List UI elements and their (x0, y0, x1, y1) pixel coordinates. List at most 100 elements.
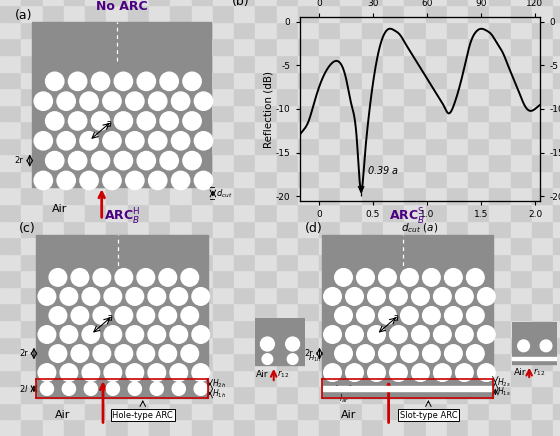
Bar (170, 38, 192, 55)
Bar (21, 337, 43, 353)
Bar (43, 121, 64, 138)
Bar (447, 138, 468, 154)
Bar (468, 254, 489, 270)
Bar (149, 254, 170, 270)
Bar (319, 0, 340, 5)
Circle shape (137, 269, 155, 286)
Bar (447, 5, 468, 22)
Bar (489, 403, 511, 419)
Circle shape (466, 307, 484, 324)
Circle shape (34, 132, 53, 150)
Bar (383, 270, 404, 287)
Bar (298, 204, 319, 221)
Bar (532, 171, 553, 187)
Bar (298, 337, 319, 353)
Bar (426, 237, 447, 254)
Bar (85, 221, 106, 237)
Bar (234, 419, 255, 436)
Bar (319, 254, 340, 270)
Bar (511, 287, 532, 303)
Bar (43, 105, 64, 121)
Bar (21, 287, 43, 303)
Bar (298, 72, 319, 88)
Circle shape (114, 72, 133, 91)
Circle shape (379, 345, 396, 362)
Bar (277, 419, 298, 436)
Bar (64, 171, 85, 187)
Bar (128, 105, 149, 121)
Bar (277, 38, 298, 55)
Circle shape (172, 382, 185, 395)
Bar (149, 0, 170, 5)
Bar (468, 221, 489, 237)
Bar (213, 38, 234, 55)
Bar (340, 221, 362, 237)
Bar (340, 171, 362, 187)
Bar (43, 237, 64, 254)
Text: $H_{1h}$: $H_{1h}$ (212, 387, 226, 400)
Bar (64, 353, 85, 370)
Circle shape (335, 269, 352, 286)
Bar (319, 154, 340, 171)
Bar (234, 303, 255, 320)
Bar (447, 386, 468, 403)
Circle shape (466, 345, 484, 362)
Bar (362, 204, 383, 221)
Bar (21, 138, 43, 154)
Text: $H_{2h}$: $H_{2h}$ (212, 378, 226, 390)
Bar (149, 270, 170, 287)
Circle shape (126, 326, 143, 343)
Bar (362, 138, 383, 154)
Bar (319, 370, 340, 386)
Bar (404, 320, 426, 337)
Bar (532, 154, 553, 171)
Bar (149, 221, 170, 237)
Bar (0, 171, 21, 187)
Bar (383, 370, 404, 386)
Bar (532, 0, 553, 5)
Bar (106, 72, 128, 88)
Bar (192, 171, 213, 187)
Bar (255, 419, 277, 436)
Bar (85, 121, 106, 138)
Bar (0, 105, 21, 121)
Bar (426, 370, 447, 386)
Bar (447, 187, 468, 204)
Bar (128, 204, 149, 221)
Bar (426, 5, 447, 22)
Text: $H_{1s}$: $H_{1s}$ (497, 386, 511, 398)
Bar (277, 105, 298, 121)
Bar (553, 353, 560, 370)
Bar (298, 138, 319, 154)
Bar (319, 386, 340, 403)
Bar (319, 303, 340, 320)
Bar (426, 221, 447, 237)
Bar (277, 187, 298, 204)
Circle shape (192, 364, 209, 382)
Bar (21, 403, 43, 419)
Bar (277, 386, 298, 403)
Circle shape (540, 340, 552, 352)
Bar (85, 320, 106, 337)
Bar (0, 254, 21, 270)
Circle shape (183, 151, 201, 170)
Bar (447, 88, 468, 105)
Bar (511, 419, 532, 436)
Circle shape (160, 112, 178, 130)
Bar (192, 22, 213, 38)
Bar (106, 0, 128, 5)
Bar (298, 237, 319, 254)
Circle shape (478, 288, 495, 305)
Bar (340, 303, 362, 320)
Bar (553, 403, 560, 419)
Text: $r_{12}$: $r_{12}$ (278, 368, 290, 380)
Bar (234, 138, 255, 154)
Bar (277, 370, 298, 386)
Bar (64, 22, 85, 38)
Bar (85, 270, 106, 287)
Bar (21, 187, 43, 204)
Bar (255, 138, 277, 154)
Bar (298, 419, 319, 436)
Bar (532, 287, 553, 303)
Bar (298, 287, 319, 303)
